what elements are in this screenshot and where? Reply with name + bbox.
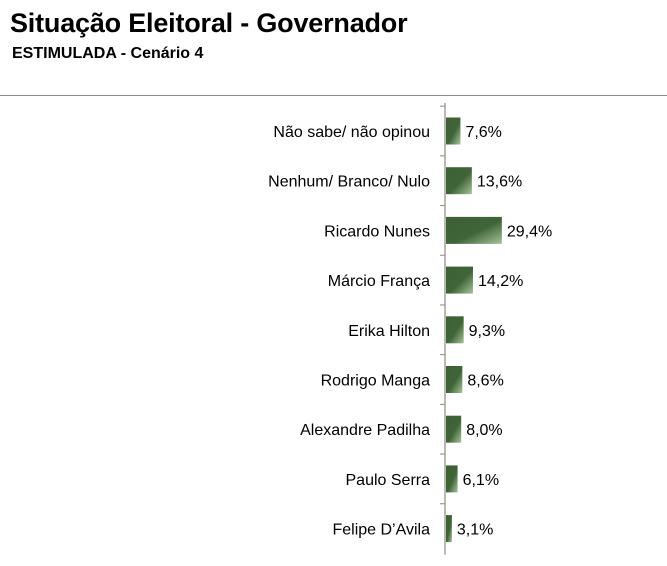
category-label: Nenhum/ Branco/ Nulo — [268, 174, 430, 191]
value-label: 13,6% — [477, 174, 522, 191]
bar — [446, 117, 461, 145]
value-label: 7,6% — [465, 124, 501, 141]
bar — [446, 316, 464, 344]
value-label: 6,1% — [463, 472, 499, 489]
value-label: 8,0% — [466, 422, 502, 439]
value-label: 3,1% — [457, 522, 493, 539]
bar — [446, 266, 473, 294]
bar — [446, 216, 502, 244]
value-label: 14,2% — [478, 273, 523, 290]
bar — [446, 167, 472, 195]
chart-title: Situação Eleitoral - Governador — [10, 8, 408, 38]
header-divider — [0, 95, 667, 96]
category-label: Alexandre Padilha — [300, 422, 430, 439]
bar — [446, 366, 463, 393]
value-label: 9,3% — [469, 323, 505, 340]
value-label: 8,6% — [467, 373, 503, 390]
bar — [446, 465, 458, 493]
category-label: Rodrigo Manga — [321, 373, 431, 390]
chart-subtitle: ESTIMULADA - Cenário 4 — [12, 45, 204, 62]
category-label: Paulo Serra — [346, 472, 431, 489]
value-label: 29,4% — [507, 223, 552, 240]
category-label: Não sabe/ não opinou — [273, 124, 430, 141]
bar — [446, 415, 462, 443]
category-label: Erika Hilton — [348, 323, 430, 340]
category-label: Ricardo Nunes — [324, 223, 430, 240]
category-label: Felipe D’Avila — [332, 522, 430, 539]
bar — [446, 515, 452, 543]
bars-layer: Não sabe/ não opinou 7,6% Nenhum/ Branco/ … — [268, 103, 552, 555]
category-label: Márcio França — [328, 273, 430, 290]
